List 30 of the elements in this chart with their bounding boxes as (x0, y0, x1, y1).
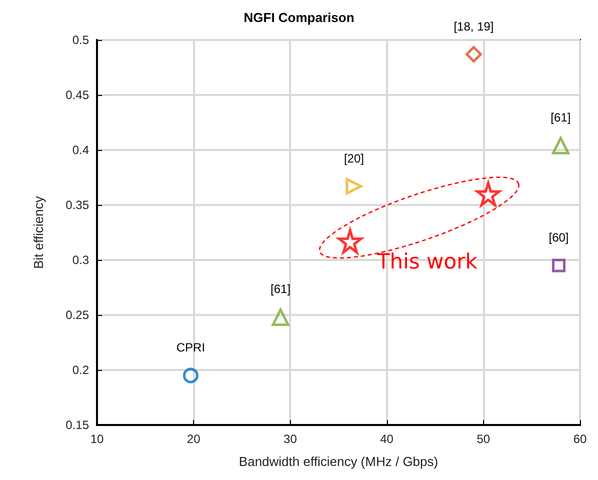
x-tick-label: 50 (476, 432, 490, 446)
point (552, 258, 566, 272)
y-tick-label: 0.35 (66, 198, 90, 212)
x-tick-label: 20 (186, 432, 201, 446)
y-axis-title: Bit efficiency (31, 196, 46, 269)
series-label: [18, 19] (454, 19, 494, 34)
x-tick-label: 10 (90, 432, 104, 446)
x-axis-title: Bandwidth efficiency (MHz / Gbps) (238, 454, 438, 469)
x-tick-label: 40 (380, 432, 394, 446)
series-label: CPRI (176, 340, 206, 354)
point (346, 178, 362, 195)
y-tick-label: 0.4 (72, 143, 90, 157)
point (552, 136, 570, 154)
x-tick-label: 30 (284, 432, 298, 446)
x-tick-label: 60 (573, 432, 587, 446)
series-label: [60] (548, 230, 569, 244)
series-label: [20] (344, 151, 364, 166)
chart-title: NGFI Comparison (244, 10, 354, 25)
point (182, 368, 198, 384)
y-tick-label: 0.2 (72, 363, 90, 377)
point (272, 308, 290, 326)
series-label: [61] (270, 282, 291, 296)
y-tick-label: 0.45 (66, 88, 90, 102)
y-tick-label: 0.3 (72, 253, 90, 267)
series-label: This work (376, 250, 478, 274)
y-tick-label: 0.5 (72, 33, 90, 47)
point (465, 46, 482, 63)
series-label: [61] (550, 110, 571, 125)
y-tick-label: 0.15 (66, 418, 90, 432)
y-tick-label: 0.25 (66, 308, 90, 322)
